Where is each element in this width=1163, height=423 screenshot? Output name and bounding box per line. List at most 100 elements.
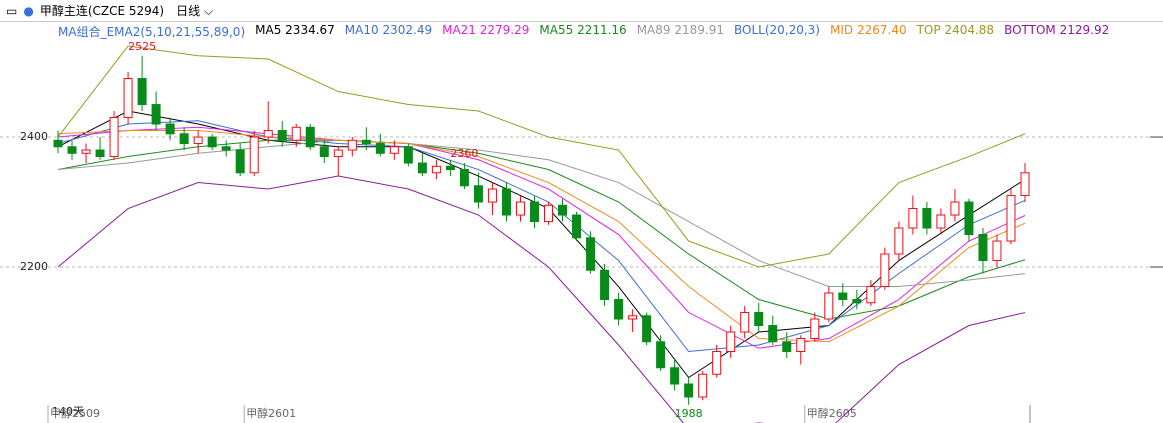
legend-value: 2267.40 <box>856 23 907 37</box>
candle-body <box>796 338 806 353</box>
dot: ● <box>23 3 34 18</box>
candle-body <box>810 318 820 340</box>
line <box>57 120 1026 353</box>
candle-body <box>642 315 652 343</box>
legend-item: MA55 2211.16 <box>539 23 626 41</box>
candle-body <box>333 149 343 158</box>
candle-body <box>193 136 203 145</box>
line <box>57 130 1026 343</box>
candle-body <box>347 139 357 151</box>
legend-name: MA5 <box>255 23 282 37</box>
legend-value: 2302.49 <box>382 23 433 37</box>
plot <box>53 45 1030 423</box>
line <box>57 126 1026 349</box>
candle-body <box>487 188 497 203</box>
legend-name: MA10 <box>344 23 379 37</box>
candle-body <box>628 315 638 320</box>
indicator[interactable]: MA组合_EMA2(5,10,21,55,89,0) <box>58 25 246 39</box>
candle-body <box>179 133 189 145</box>
legend-name: TOP <box>916 23 941 37</box>
legend-value: 2334.67 <box>285 23 335 37</box>
candle-body <box>544 204 554 223</box>
legend-name: BOTTOM <box>1004 23 1056 37</box>
legend-value: 2211.16 <box>577 23 627 37</box>
candle-body <box>67 146 77 154</box>
candle-body <box>207 136 217 148</box>
candle-body <box>586 237 596 271</box>
candle-body <box>375 143 385 154</box>
candle-body <box>445 165 455 171</box>
legend-item: MA10 2302.49 <box>345 23 432 41</box>
candle-body <box>165 123 175 135</box>
legend: MA组合_EMA2(5,10,21,55,89,0) MA5 2334.67 MA… <box>58 23 1109 41</box>
legend-value: 2189.91 <box>674 23 724 37</box>
y-tick-label: 2400 <box>20 130 48 143</box>
legend-item: MA89 2189.91 <box>637 23 724 41</box>
candle-body <box>263 130 273 138</box>
line <box>57 139 1026 288</box>
x-tick-label: 甲醇2605 <box>807 406 857 420</box>
days-label: 140天 <box>52 405 84 418</box>
candle-body <box>558 204 568 216</box>
legend-name: MA89 <box>636 23 671 37</box>
annotation: 2360 <box>450 147 478 160</box>
candle-body <box>1006 195 1016 242</box>
candle-body <box>726 331 736 353</box>
candle-body <box>894 227 904 255</box>
y-tick-label: 2200 <box>20 260 48 273</box>
legend-value: 2404.88 <box>944 23 995 37</box>
line <box>57 175 1026 423</box>
candle-body <box>768 325 778 343</box>
candle-body <box>880 253 890 288</box>
candle-body <box>824 292 834 320</box>
candle-body <box>978 234 988 262</box>
candle-body <box>361 139 371 145</box>
candle-body <box>614 299 624 320</box>
candle-body <box>81 149 91 154</box>
candle-body <box>529 201 539 223</box>
candle-body <box>936 214 946 229</box>
candle-body <box>600 269 610 301</box>
line <box>57 110 1026 379</box>
x-tick-label: 甲醇2601 <box>246 406 296 420</box>
candle-body <box>950 201 960 216</box>
line <box>57 45 1026 268</box>
candle-body <box>291 126 301 141</box>
candle-body <box>137 78 147 106</box>
boll-name: BOLL(20,20,3) <box>733 23 820 37</box>
candle-body <box>459 169 469 187</box>
candle-body <box>992 240 1002 262</box>
candle-body <box>572 214 582 239</box>
period-text: 日线 <box>176 4 201 18</box>
legend-name: MA55 <box>539 23 574 37</box>
candle-body <box>389 146 399 154</box>
candle-body <box>852 299 862 304</box>
period[interactable]: 日线 ⌵ <box>176 4 214 18</box>
legend-name: MID <box>830 23 854 37</box>
candle-body <box>417 162 427 174</box>
candle-body <box>501 188 511 216</box>
annotation: 1988 <box>675 407 703 420</box>
legend-item: MID 2267.40 <box>830 23 907 41</box>
candle-body <box>740 312 750 333</box>
candle-body <box>221 146 231 151</box>
candle-body <box>319 146 329 158</box>
title: 甲醇主连(CZCE 5294) <box>39 4 165 18</box>
candle-body <box>712 351 722 375</box>
toolbar: ▭ ● 甲醇主连(CZCE 5294) 日线 ⌵ <box>0 0 1163 22</box>
legend-value: 2279.29 <box>479 23 530 37</box>
candle-body <box>782 341 792 353</box>
candle-body <box>95 149 105 158</box>
candle-body <box>515 201 525 216</box>
legend-item: MA21 2279.29 <box>442 23 529 41</box>
menu-icon[interactable]: ▭ <box>6 3 18 18</box>
candle-body <box>670 367 680 385</box>
legend-value: 2129.92 <box>1059 23 1110 37</box>
candle-body <box>473 185 483 203</box>
legend-item: TOP 2404.88 <box>917 23 994 41</box>
legend-item: MA5 2334.67 <box>255 23 335 41</box>
legend-item: BOTTOM 2129.92 <box>1004 23 1109 41</box>
candle-body <box>656 341 666 369</box>
